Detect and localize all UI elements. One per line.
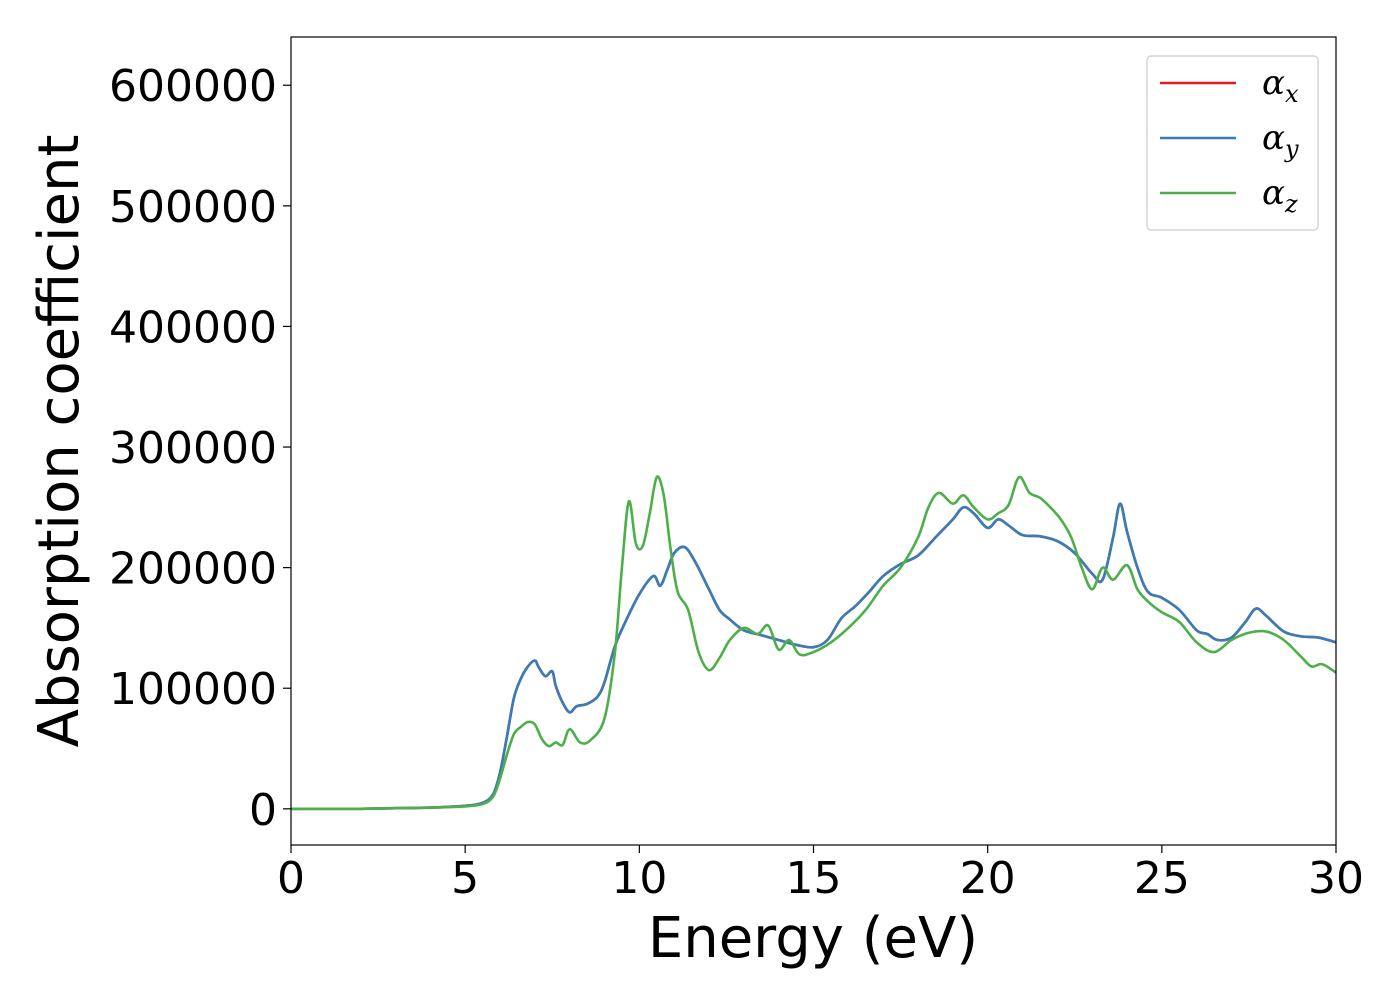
y-tick-label: 400000: [109, 302, 277, 353]
y-tick-label: 0: [249, 785, 277, 836]
x-axis-title: Energy (eV): [648, 906, 978, 971]
series-layer: [291, 475, 1336, 811]
y-tick-label: 200000: [109, 544, 277, 595]
y-tick-label: 600000: [109, 61, 277, 112]
x-axis: 0 5 10 15 20 25 30: [277, 845, 1364, 904]
legend-label-subscript: x: [1285, 80, 1299, 108]
series-line-y: [291, 502, 1336, 811]
legend-label-z: αz: [1262, 173, 1298, 218]
legend-label-subscript: z: [1284, 190, 1298, 218]
x-tick-label: 30: [1308, 853, 1364, 904]
y-tick-label: 500000: [109, 182, 277, 233]
x-tick-label: 0: [277, 853, 305, 904]
series-line-z: [291, 475, 1336, 811]
x-tick-label: 25: [1134, 853, 1190, 904]
legend-box: [1146, 55, 1319, 231]
y-tick-label: 100000: [109, 664, 277, 715]
x-tick-label: 10: [611, 853, 667, 904]
x-tick-label: 15: [786, 853, 842, 904]
y-axis: 0 100000 200000 300000 400000 500000 600000: [109, 61, 291, 836]
y-tick-label: 300000: [109, 423, 277, 474]
y-axis-title: Absorption coefficient: [27, 135, 92, 748]
legend-label-subscript: y: [1284, 135, 1299, 163]
legend-label-base: α: [1262, 173, 1285, 213]
x-tick-label: 5: [451, 853, 479, 904]
legend-label-base: α: [1262, 63, 1285, 103]
legend-label-x: αx: [1262, 63, 1299, 108]
legend-label-base: α: [1262, 118, 1285, 158]
legend-label-y: αy: [1262, 118, 1299, 163]
x-tick-label: 20: [960, 853, 1016, 904]
